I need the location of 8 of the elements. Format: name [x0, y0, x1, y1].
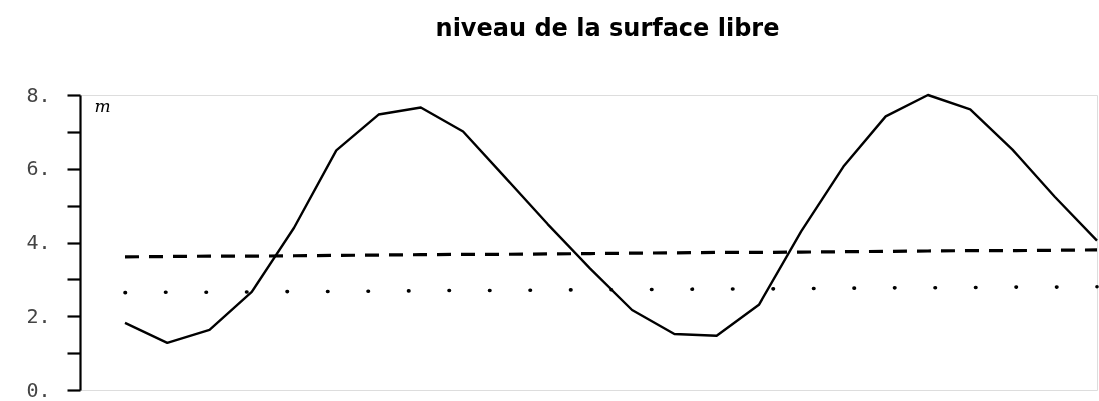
line-series — [123, 93, 1099, 344]
y-axis-title: m — [94, 95, 111, 116]
chart-title: niveau de la surface libre — [435, 14, 780, 42]
y-tick-label: 0. — [26, 377, 51, 401]
y-tick-label: 4. — [26, 230, 51, 254]
y-tick-label: 8. — [26, 82, 51, 107]
y-tick-label: 6. — [26, 156, 51, 181]
y-tick-label: 2. — [26, 303, 51, 328]
